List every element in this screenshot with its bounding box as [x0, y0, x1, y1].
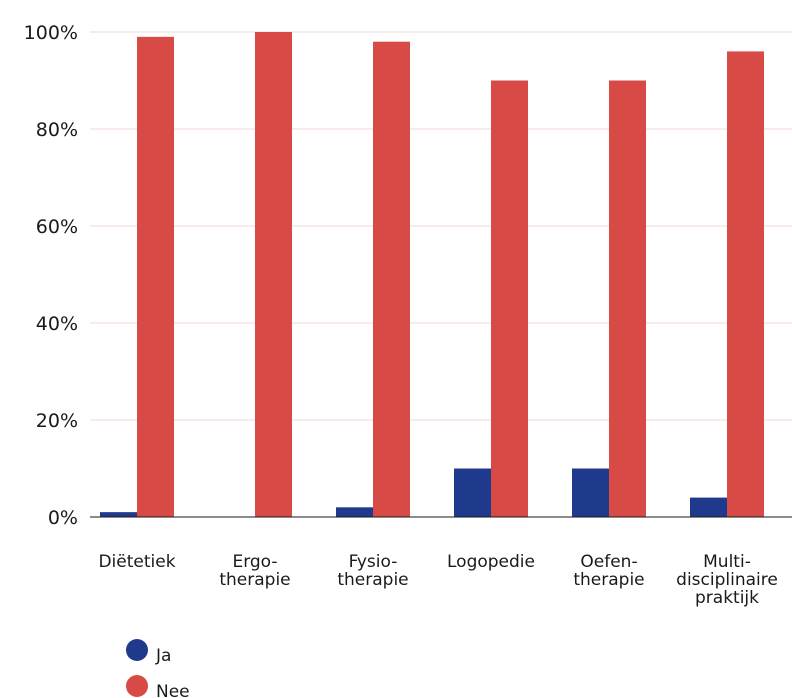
bar-nee-3 — [491, 80, 528, 517]
bar-ja-3 — [454, 468, 491, 517]
legend-label-ja: Ja — [155, 646, 171, 666]
bars — [100, 32, 764, 518]
bar-ja-2 — [336, 507, 373, 517]
legend-marker-ja — [126, 639, 148, 661]
bar-nee-2 — [373, 41, 410, 517]
y-tick-label: 20% — [36, 410, 78, 432]
bar-nee-1 — [255, 32, 292, 517]
grid — [90, 31, 792, 421]
bar-nee-0 — [137, 36, 174, 517]
y-tick-label: 40% — [36, 313, 78, 335]
legend-label-nee: Nee — [156, 682, 190, 698]
bar-ja-4 — [572, 468, 609, 517]
x-tick-label: Ergo-therapie — [219, 552, 290, 590]
y-axis: 0% 20% 40% 60% 80% 100% — [24, 22, 78, 529]
y-tick-label: 0% — [48, 507, 78, 529]
x-tick-label: Oefen-therapie — [573, 552, 644, 590]
y-tick-label: 60% — [36, 216, 78, 238]
bar-nee-4 — [609, 80, 646, 517]
x-tick-label: Fysio-therapie — [337, 552, 408, 590]
y-tick-label: 80% — [36, 119, 78, 141]
x-tick-label: Logopedie — [447, 552, 535, 572]
bar-ja-5 — [690, 497, 727, 517]
y-tick-label: 100% — [24, 22, 78, 44]
x-tick-label: Multi-disciplinaire praktijk — [676, 552, 778, 608]
x-tick-label: Diëtetiek — [98, 552, 175, 572]
legend: Ja Nee — [126, 639, 190, 698]
x-axis: Diëtetiek Ergo-therapie Fysio-therapie Logo… — [98, 552, 777, 608]
bar-ja-0 — [100, 512, 137, 517]
legend-marker-nee — [126, 675, 148, 697]
bar-nee-5 — [727, 51, 764, 518]
